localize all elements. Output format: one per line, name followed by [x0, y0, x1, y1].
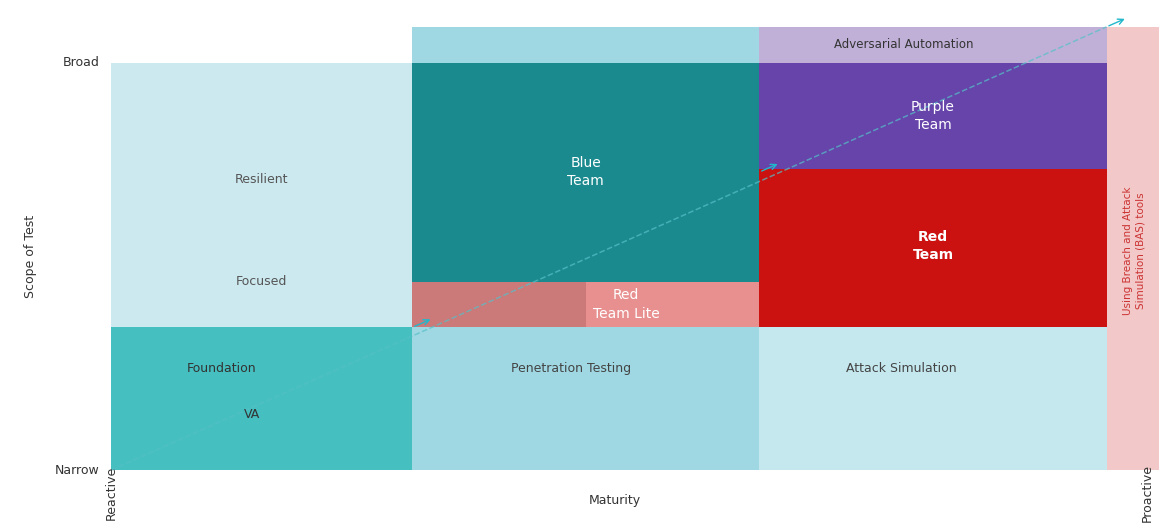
Bar [760, 63, 1107, 327]
Text: Attack Simulation: Attack Simulation [846, 362, 957, 375]
Text: Penetration Testing: Penetration Testing [510, 362, 631, 375]
Bar [111, 63, 1107, 470]
Text: Red
Team: Red Team [913, 230, 954, 262]
Text: Using Breach and Attack
Simulation (BAS) tools: Using Breach and Attack Simulation (BAS)… [1123, 187, 1146, 315]
Bar [1107, 27, 1160, 470]
Bar [111, 63, 412, 470]
Text: Narrow: Narrow [55, 464, 100, 476]
Bar [412, 281, 586, 327]
Bar [412, 281, 760, 327]
Text: Maturity: Maturity [588, 494, 640, 507]
Bar [760, 63, 1107, 170]
Bar [412, 27, 760, 63]
Text: Scope of Test: Scope of Test [24, 214, 37, 298]
Bar [111, 327, 412, 470]
Bar [412, 63, 760, 281]
Text: Red
Team Lite: Red Team Lite [593, 288, 660, 321]
Text: Resilient: Resilient [235, 173, 289, 186]
Bar [760, 27, 1107, 63]
Text: Adversarial Automation: Adversarial Automation [834, 38, 973, 51]
Text: Broad: Broad [63, 56, 100, 69]
Text: Reactive: Reactive [104, 466, 118, 520]
Bar [412, 281, 760, 470]
Text: Blue
Team: Blue Team [567, 156, 604, 188]
Text: Foundation: Foundation [187, 362, 256, 375]
Bar [760, 281, 1107, 470]
Text: VA: VA [245, 407, 261, 421]
Text: Focused: Focused [237, 275, 288, 288]
Text: Proactive: Proactive [1140, 464, 1153, 522]
Text: Purple
Team: Purple Team [911, 100, 955, 132]
